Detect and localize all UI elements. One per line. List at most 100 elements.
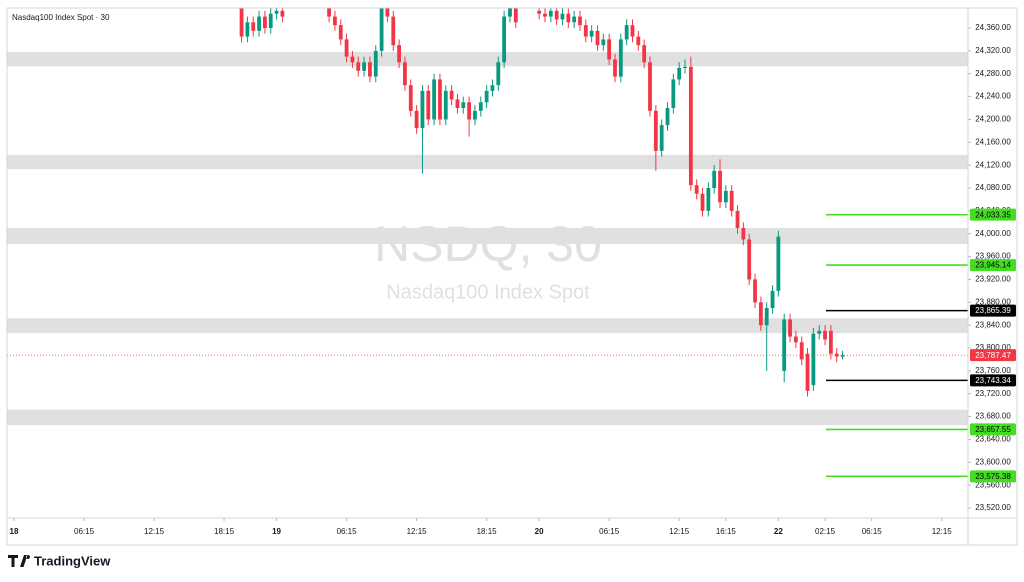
x-tick-label: 22 bbox=[774, 527, 783, 536]
x-tick-label: 12:15 bbox=[144, 527, 165, 536]
zones bbox=[7, 52, 968, 426]
candle-body bbox=[758, 302, 763, 326]
y-tick-label: 24,200.00 bbox=[975, 115, 1011, 124]
y-tick-label: 24,120.00 bbox=[975, 160, 1011, 169]
candle-body bbox=[484, 90, 489, 103]
candle-body bbox=[473, 110, 477, 120]
candle-body bbox=[811, 333, 816, 386]
candle-body bbox=[432, 79, 437, 120]
candle-body bbox=[688, 66, 693, 186]
level-label: 23,657.55 bbox=[975, 425, 1011, 434]
candle-body bbox=[338, 25, 343, 40]
candle-body bbox=[408, 85, 413, 111]
x-tick-label: 06:15 bbox=[862, 527, 883, 536]
y-tick-label: 24,280.00 bbox=[975, 69, 1011, 78]
candle-body bbox=[706, 188, 711, 211]
candle-body bbox=[642, 45, 647, 63]
candle-body bbox=[735, 210, 740, 228]
candle-body bbox=[572, 16, 577, 23]
candle-body bbox=[793, 336, 798, 343]
candle-body bbox=[799, 342, 804, 360]
y-tick-label: 24,320.00 bbox=[975, 46, 1011, 55]
support-zone bbox=[7, 409, 968, 426]
candle-body bbox=[782, 319, 787, 371]
x-tick-label: 12:15 bbox=[669, 527, 690, 536]
candle-body bbox=[455, 99, 460, 108]
candle-body bbox=[537, 10, 542, 14]
candle-body bbox=[362, 62, 366, 71]
candle-body bbox=[578, 16, 582, 26]
candle-body bbox=[467, 102, 472, 120]
candle-body bbox=[712, 170, 717, 188]
watermark: NSDQ, 30 bbox=[374, 216, 602, 272]
y-tick-label: 24,240.00 bbox=[975, 92, 1011, 101]
y-tick-label: 23,520.00 bbox=[975, 503, 1011, 512]
x-tick-label: 12:15 bbox=[932, 527, 953, 536]
y-tick-label: 23,960.00 bbox=[975, 252, 1011, 261]
y-tick-label: 23,880.00 bbox=[975, 297, 1011, 306]
x-tick-label: 20 bbox=[535, 527, 544, 536]
x-tick-label: 18 bbox=[10, 527, 19, 536]
candle-body bbox=[828, 330, 833, 354]
candle-body bbox=[834, 353, 839, 357]
candle-body bbox=[513, 8, 518, 23]
candle-body bbox=[694, 185, 699, 194]
candle-body bbox=[263, 16, 267, 28]
candle-body bbox=[566, 13, 571, 23]
level-label-box bbox=[970, 208, 1016, 221]
candle-body bbox=[438, 79, 442, 120]
candle-body bbox=[683, 66, 687, 68]
candle-body bbox=[723, 190, 728, 203]
candle-body bbox=[659, 125, 664, 151]
plot bbox=[7, 8, 968, 478]
candle-body bbox=[805, 353, 810, 391]
candle-body bbox=[764, 308, 769, 326]
level-label-box bbox=[970, 259, 1016, 272]
y-tick-label: 23,560.00 bbox=[975, 480, 1011, 489]
x-tick-label: 12:15 bbox=[407, 527, 428, 536]
candle-body bbox=[700, 193, 705, 211]
candle-body bbox=[327, 8, 331, 17]
candle-body bbox=[554, 10, 559, 20]
y-tick-label: 23,640.00 bbox=[975, 435, 1011, 444]
candle-body bbox=[589, 30, 594, 37]
candle-body bbox=[333, 16, 337, 26]
candle-body bbox=[502, 16, 507, 63]
level-label: 23,575.38 bbox=[975, 472, 1011, 481]
candle-body bbox=[385, 8, 390, 17]
candle-body bbox=[490, 85, 495, 91]
last-price-label-box bbox=[970, 349, 1016, 362]
chart-title: Nasdaq100 Index Spot · 30 bbox=[12, 13, 110, 22]
candle-body bbox=[543, 13, 547, 17]
candle-body bbox=[496, 62, 501, 86]
level-label: 24,033.35 bbox=[975, 210, 1011, 219]
frame bbox=[6, 7, 1018, 546]
candle-body bbox=[741, 228, 746, 240]
candle-body bbox=[840, 355, 845, 357]
y-tick-label: 24,360.00 bbox=[975, 23, 1011, 32]
candle-body bbox=[753, 279, 757, 303]
candle-body bbox=[677, 68, 682, 80]
level-label: 23,743.34 bbox=[975, 376, 1011, 385]
y-tick-label: 24,080.00 bbox=[975, 183, 1011, 192]
candle-body bbox=[770, 290, 775, 308]
x-tick-label: 18:15 bbox=[214, 527, 235, 536]
candle-body bbox=[613, 59, 617, 77]
candle-body bbox=[344, 39, 349, 57]
candle-body bbox=[443, 90, 448, 120]
level-label-box bbox=[970, 374, 1016, 387]
level-label-box bbox=[970, 423, 1016, 436]
candle-body bbox=[478, 102, 483, 111]
candle-body bbox=[414, 110, 419, 128]
candle-body bbox=[618, 39, 623, 77]
support-zone bbox=[7, 318, 968, 334]
candle-body bbox=[274, 10, 279, 14]
brand-logo bbox=[8, 555, 31, 567]
y-tick-label: 23,720.00 bbox=[975, 389, 1011, 398]
candle-body bbox=[624, 25, 629, 40]
x-tick-label: 02:15 bbox=[815, 527, 836, 536]
candle-body bbox=[420, 90, 425, 128]
watermark-subtitle: Nasdaq100 Index Spot bbox=[386, 281, 590, 303]
y-tick-label: 23,600.00 bbox=[975, 457, 1011, 466]
